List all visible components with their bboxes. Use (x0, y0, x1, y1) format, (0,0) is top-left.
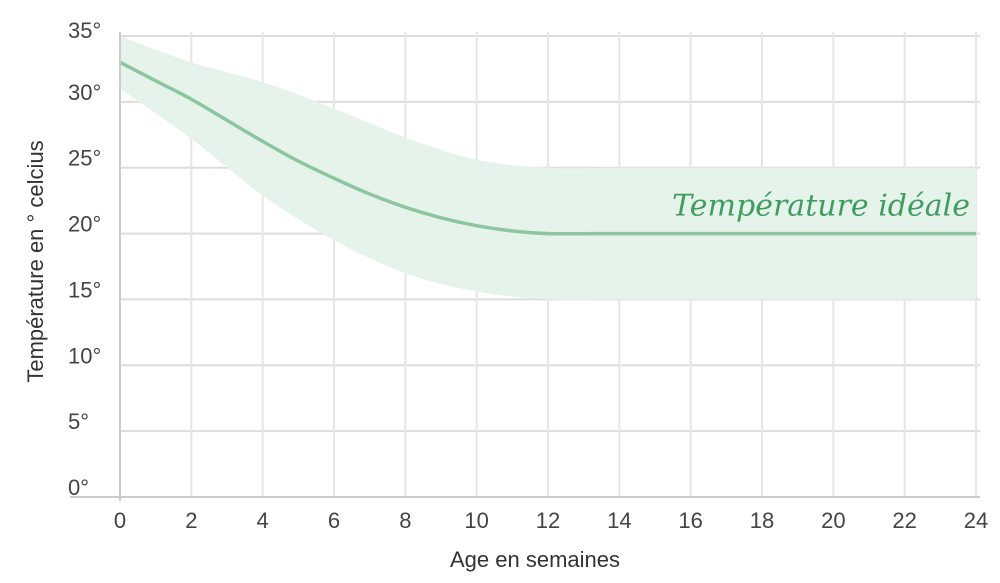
x-tick-label: 10 (464, 508, 488, 533)
y-tick-label: 15° (68, 277, 101, 302)
x-tick-label: 16 (678, 508, 702, 533)
y-axis-label: Température en ° celcius (23, 140, 48, 382)
x-tick-label: 0 (114, 508, 126, 533)
x-tick-label: 2 (185, 508, 197, 533)
x-tick-label: 18 (750, 508, 774, 533)
ideal-temperature-annotation: Température idéale (672, 189, 970, 224)
x-tick-label: 20 (821, 508, 845, 533)
y-tick-label: 0° (68, 475, 89, 500)
x-axis-label: Age en semaines (450, 547, 620, 572)
x-tick-labels: 0 2 4 6 8 10 12 14 16 18 20 22 24 (114, 508, 988, 533)
y-tick-label: 35° (68, 18, 101, 43)
y-tick-labels: 0° 5° 10° 15° 20° 25° 30° 35° (68, 18, 101, 500)
x-tick-label: 6 (328, 508, 340, 533)
x-tick-label: 8 (399, 508, 411, 533)
x-tick-label: 4 (257, 508, 269, 533)
x-tick-label: 22 (892, 508, 916, 533)
x-tick-label: 12 (536, 508, 560, 533)
x-tick-label: 14 (607, 508, 631, 533)
y-tick-label: 25° (68, 146, 101, 171)
x-tick-label: 24 (964, 508, 988, 533)
ideal-temperature-line (119, 60, 976, 236)
y-tick-label: 20° (68, 212, 101, 237)
y-tick-label: 5° (68, 409, 89, 434)
y-tick-label: 10° (68, 343, 101, 368)
y-tick-label: 30° (68, 80, 101, 105)
